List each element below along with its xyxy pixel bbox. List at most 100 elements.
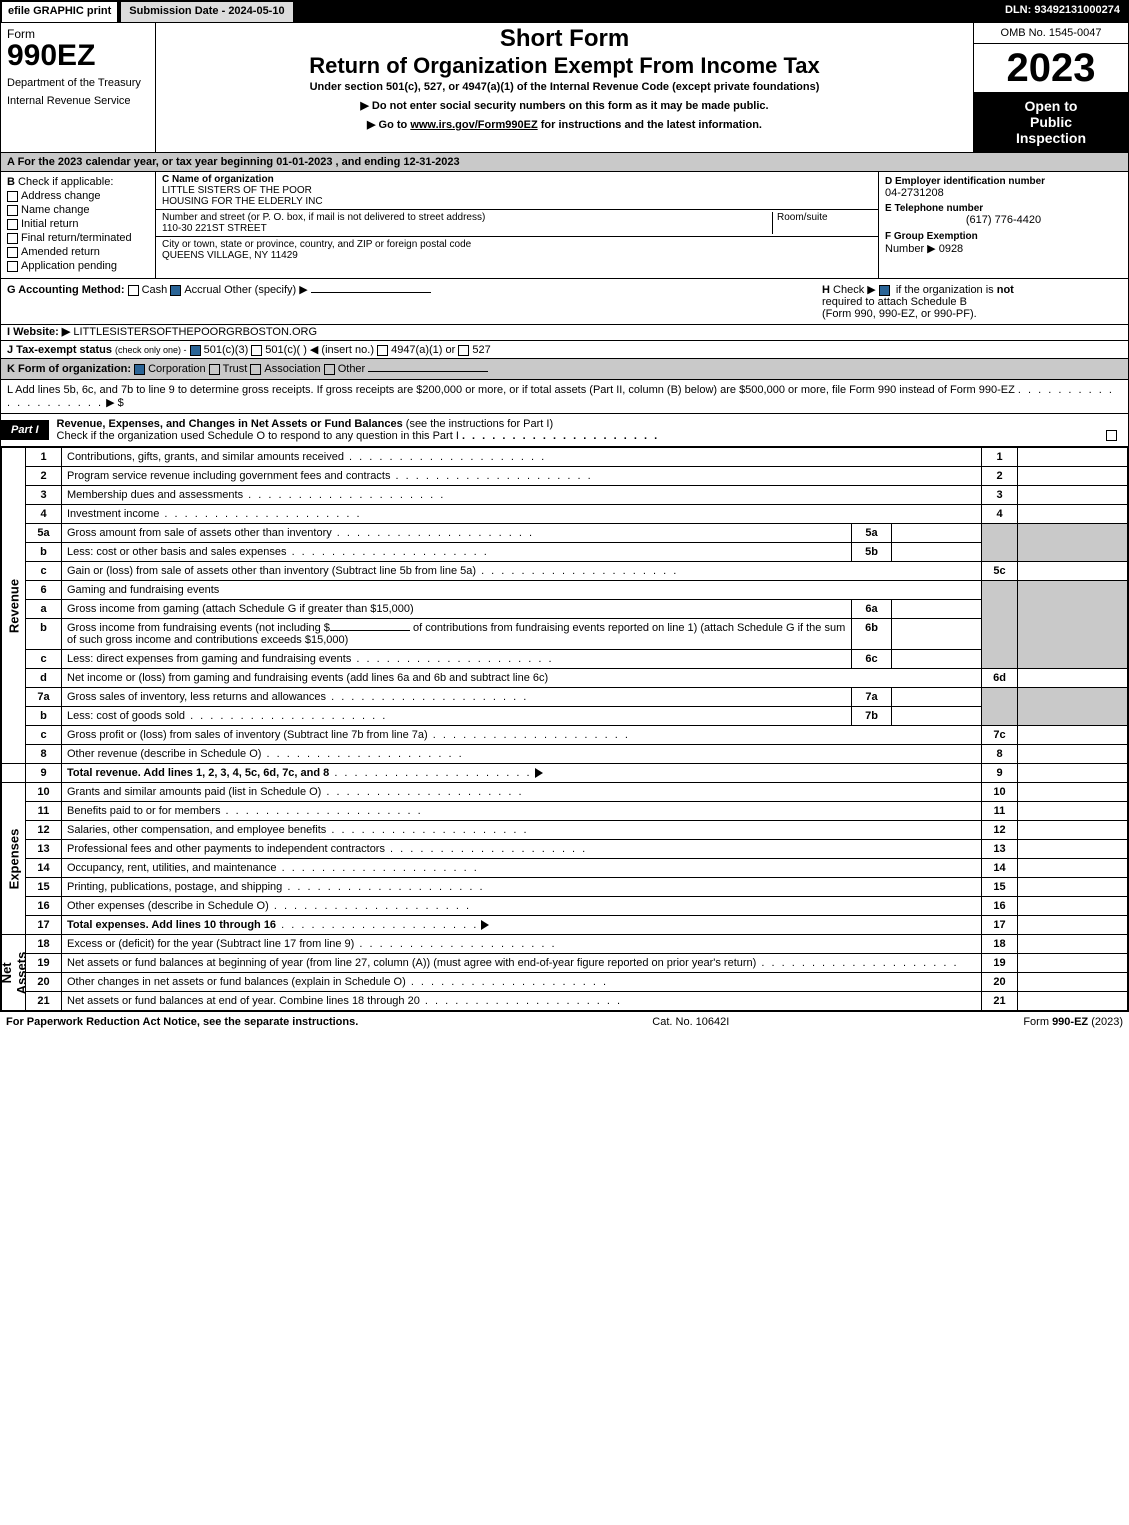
chk-initial-return-text: Initial return <box>21 218 78 230</box>
form-identifier-col: Form 990EZ Department of the Treasury In… <box>1 23 156 152</box>
omb-number: OMB No. 1545-0047 <box>974 23 1128 44</box>
chk-association[interactable] <box>250 364 261 375</box>
k-other-blank[interactable] <box>368 371 488 372</box>
line-3-rnum: 3 <box>982 486 1018 505</box>
line-15-desc: Printing, publications, postage, and shi… <box>62 878 982 897</box>
line-6d-amount[interactable] <box>1018 669 1128 688</box>
line-20-desc: Other changes in net assets or fund bala… <box>62 973 982 992</box>
line-6c-subnum: 6c <box>852 650 892 669</box>
line-16-num: 16 <box>26 897 62 916</box>
line-6d-num: d <box>26 669 62 688</box>
line-5b-desc: Less: cost or other basis and sales expe… <box>62 543 852 562</box>
line-6b-subval[interactable] <box>892 619 982 650</box>
goto-suffix: for instructions and the latest informat… <box>538 119 762 131</box>
line-4-amount[interactable] <box>1018 505 1128 524</box>
h-check-box: H Check ▶ if the organization is not req… <box>822 283 1122 320</box>
line-20-num: 20 <box>26 973 62 992</box>
line-17-amount[interactable] <box>1018 916 1128 935</box>
line-7b-subval[interactable] <box>892 707 982 726</box>
line-5c-amount[interactable] <box>1018 562 1128 581</box>
row-g-h: G Accounting Method: Cash Accrual Other … <box>1 279 1128 325</box>
line-5b-subval[interactable] <box>892 543 982 562</box>
line-18-num: 18 <box>26 935 62 954</box>
chk-accrual[interactable] <box>170 285 181 296</box>
chk-initial-return[interactable]: Initial return <box>7 218 149 230</box>
line-6c-desc: Less: direct expenses from gaming and fu… <box>62 650 852 669</box>
under-section-text: Under section 501(c), 527, or 4947(a)(1)… <box>164 81 965 93</box>
line-16-desc: Other expenses (describe in Schedule O) <box>62 897 982 916</box>
dept-irs: Internal Revenue Service <box>7 95 149 107</box>
line-20-amount[interactable] <box>1018 973 1128 992</box>
line-12-rnum: 12 <box>982 821 1018 840</box>
line-10-amount[interactable] <box>1018 783 1128 802</box>
goto-prefix: ▶ Go to <box>367 119 410 131</box>
section-c-org-info: C Name of organization LITTLE SISTERS OF… <box>156 172 878 278</box>
line-14-amount[interactable] <box>1018 859 1128 878</box>
chk-schedule-o-part1[interactable] <box>1106 430 1117 441</box>
line-5a-num: 5a <box>26 524 62 543</box>
line-11-amount[interactable] <box>1018 802 1128 821</box>
line-6d-desc: Net income or (loss) from gaming and fun… <box>62 669 982 688</box>
b-check-label: Check if applicable: <box>18 176 113 188</box>
g-label: G Accounting Method: <box>7 284 125 296</box>
dept-treasury: Department of the Treasury <box>7 77 149 89</box>
line-11-desc: Benefits paid to or for members <box>62 802 982 821</box>
line-8-amount[interactable] <box>1018 745 1128 764</box>
line-9-amount[interactable] <box>1018 764 1128 783</box>
line-21-amount[interactable] <box>1018 992 1128 1011</box>
irs-link[interactable]: www.irs.gov/Form990EZ <box>410 119 537 131</box>
line-10-num: 10 <box>26 783 62 802</box>
line-6b-num: b <box>26 619 62 650</box>
line-19-desc: Net assets or fund balances at beginning… <box>62 954 982 973</box>
line-7b-num: b <box>26 707 62 726</box>
chk-h-not-required[interactable] <box>879 285 890 296</box>
k-trust: Trust <box>223 363 248 375</box>
triangle-icon-17 <box>481 920 489 930</box>
line-6a-subval[interactable] <box>892 600 982 619</box>
chk-name-change[interactable]: Name change <box>7 204 149 216</box>
chk-501c[interactable] <box>251 345 262 356</box>
chk-final-return[interactable]: Final return/terminated <box>7 232 149 244</box>
open-line1: Open to <box>978 98 1124 114</box>
chk-527[interactable] <box>458 345 469 356</box>
chk-4947[interactable] <box>377 345 388 356</box>
line-1-amount[interactable] <box>1018 448 1128 467</box>
line-19-amount[interactable] <box>1018 954 1128 973</box>
efile-print-button[interactable]: efile GRAPHIC print <box>1 1 118 23</box>
line-6b-blank[interactable] <box>330 630 410 631</box>
g-other-blank[interactable] <box>311 292 431 293</box>
part-1-title-text: Revenue, Expenses, and Changes in Net As… <box>57 418 403 430</box>
line-16-amount[interactable] <box>1018 897 1128 916</box>
chk-corporation[interactable] <box>134 364 145 375</box>
chk-other-org[interactable] <box>324 364 335 375</box>
chk-application-pending[interactable]: Application pending <box>7 260 149 272</box>
chk-cash[interactable] <box>128 285 139 296</box>
f-label: F Group Exemption <box>885 231 978 242</box>
part-1-header: Part I Revenue, Expenses, and Changes in… <box>1 414 1128 447</box>
line-10-desc: Grants and similar amounts paid (list in… <box>62 783 982 802</box>
expenses-side-label: Expenses <box>2 783 26 935</box>
line-12-amount[interactable] <box>1018 821 1128 840</box>
i-label: I Website: ▶ <box>7 326 70 338</box>
chk-501c3[interactable] <box>190 345 201 356</box>
line-7ab-shade-amt <box>1018 688 1128 726</box>
dln-label: DLN: 93492131000274 <box>997 1 1128 23</box>
line-5a-subval[interactable] <box>892 524 982 543</box>
line-15-amount[interactable] <box>1018 878 1128 897</box>
chk-trust[interactable] <box>209 364 220 375</box>
chk-address-change[interactable]: Address change <box>7 190 149 202</box>
line-7a-subval[interactable] <box>892 688 982 707</box>
line-13-amount[interactable] <box>1018 840 1128 859</box>
section-b-through-f: B Check if applicable: Address change Na… <box>1 172 1128 279</box>
line-7ab-shade <box>982 688 1018 726</box>
chk-amended-return[interactable]: Amended return <box>7 246 149 258</box>
room-suite-label: Room/suite <box>777 212 872 223</box>
line-5b-num: b <box>26 543 62 562</box>
line-7c-rnum: 7c <box>982 726 1018 745</box>
line-1-desc: Contributions, gifts, grants, and simila… <box>62 448 982 467</box>
line-3-amount[interactable] <box>1018 486 1128 505</box>
line-7c-amount[interactable] <box>1018 726 1128 745</box>
line-6c-subval[interactable] <box>892 650 982 669</box>
line-2-amount[interactable] <box>1018 467 1128 486</box>
line-18-amount[interactable] <box>1018 935 1128 954</box>
